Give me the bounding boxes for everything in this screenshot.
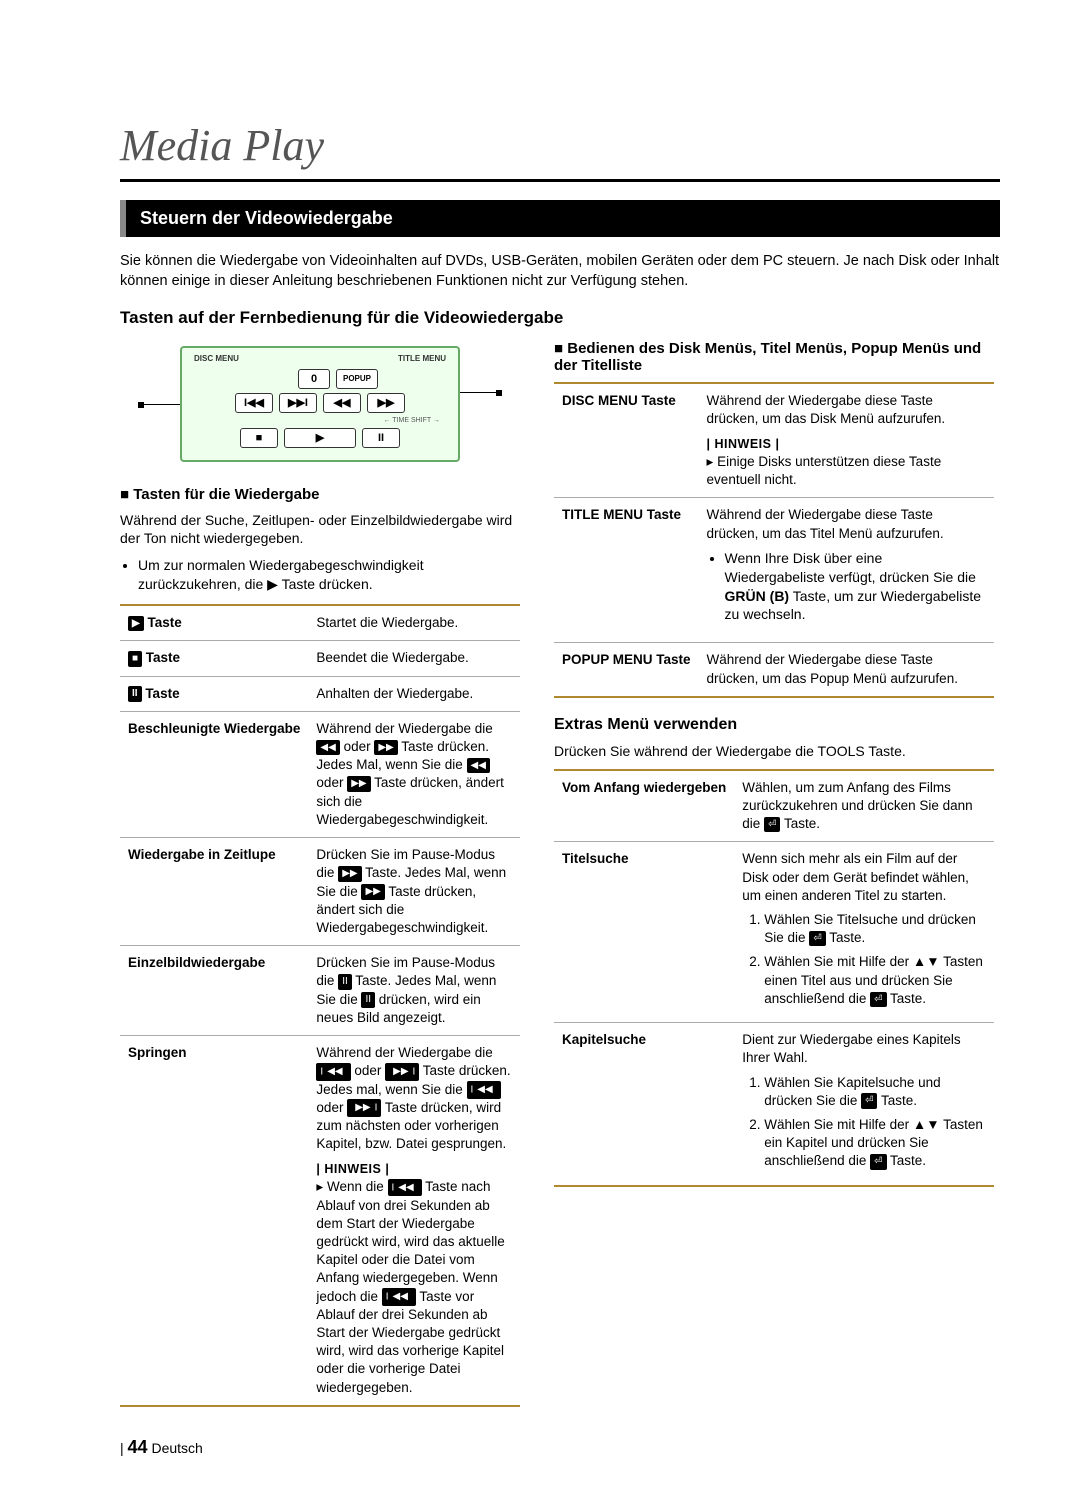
remote-graphic: DISC MENU TITLE MENU 0 POPUP I◀◀ ▶▶I ◀◀ …	[180, 346, 460, 462]
table-row-head: DISC MENU Taste	[554, 383, 699, 498]
left-column: DISC MENU TITLE MENU 0 POPUP I◀◀ ▶▶I ◀◀ …	[120, 340, 520, 1407]
intro-paragraph: Sie können die Wiedergabe von Videoinhal…	[120, 251, 1000, 292]
table-row-desc: Dient zur Wiedergabe eines Kapitels Ihre…	[734, 1023, 994, 1186]
remote-btn-fwd: ▶▶	[367, 393, 405, 413]
right-table: DISC MENU TasteWährend der Wiedergabe di…	[554, 382, 994, 698]
subsection-title: Tasten auf der Fernbedienung für die Vid…	[120, 308, 1000, 328]
extras-title: Extras Menü verwenden	[554, 716, 994, 734]
table-row-head: Vom Anfang wiedergeben	[554, 770, 734, 842]
left-bullet-list: Um zur normalen Wiedergabegeschwindigkei…	[120, 556, 520, 594]
section-bar: Steuern der Videowiedergabe	[120, 200, 1000, 237]
left-table: ▶ TasteStartet die Wiedergabe.■ TasteBee…	[120, 604, 520, 1407]
table-row-head: Einzelbildwiedergabe	[120, 946, 308, 1036]
remote-label-title: TITLE MENU	[398, 354, 446, 363]
table-row-head: ▶ Taste	[120, 605, 308, 641]
table-row-desc: Beendet die Wiedergabe.	[308, 641, 520, 676]
table-row-desc: Drücken Sie im Pause-Modus die ▶▶ Taste.…	[308, 838, 520, 946]
left-para: Während der Suche, Zeitlupen- oder Einze…	[120, 511, 520, 549]
table-row-desc: Wenn sich mehr als ein Film auf der Disk…	[734, 842, 994, 1023]
left-heading: Tasten für die Wiedergabe	[120, 486, 520, 503]
table-row-head: TITLE MENU Taste	[554, 498, 699, 643]
table-row-desc: Während der Wiedergabe die ◀◀ oder ▶▶ Ta…	[308, 711, 520, 837]
table-row-head: ■ Taste	[120, 641, 308, 676]
left-bullet: Um zur normalen Wiedergabegeschwindigkei…	[138, 556, 520, 594]
remote-btn-stop: ■	[240, 428, 278, 448]
right-heading: Bedienen des Disk Menüs, Titel Menüs, Po…	[554, 340, 994, 374]
two-columns: DISC MENU TITLE MENU 0 POPUP I◀◀ ▶▶I ◀◀ …	[120, 340, 1000, 1407]
table-row-head: II Taste	[120, 676, 308, 711]
table-row-head: Titelsuche	[554, 842, 734, 1023]
remote-timeshift-label: ← TIME SHIFT →	[190, 417, 450, 424]
table-row-desc: Während der Wiedergabe diese Taste drück…	[699, 498, 994, 643]
page-number: 44	[128, 1437, 148, 1457]
table-row-desc: Anhalten der Wiedergabe.	[308, 676, 520, 711]
table-row-head: Kapitelsuche	[554, 1023, 734, 1186]
table-row-desc: Während der Wiedergabe die I◀◀ oder ▶▶I …	[308, 1036, 520, 1406]
remote-btn-next: ▶▶I	[279, 393, 317, 413]
remote-btn-pause: II	[362, 428, 400, 448]
right-column: Bedienen des Disk Menüs, Titel Menüs, Po…	[554, 340, 994, 1187]
table-row-desc: Wählen, um zum Anfang des Films zurückzu…	[734, 770, 994, 842]
extras-intro: Drücken Sie während der Wiedergabe die T…	[554, 742, 994, 761]
chapter-title: Media Play	[120, 120, 1000, 182]
page-lang: Deutsch	[151, 1440, 202, 1456]
remote-btn-prev: I◀◀	[235, 393, 273, 413]
remote-btn-rew: ◀◀	[323, 393, 361, 413]
remote-label-disc: DISC MENU	[194, 354, 239, 363]
table-row-desc: Startet die Wiedergabe.	[308, 605, 520, 641]
table-row-desc: Während der Wiedergabe diese Taste drück…	[699, 643, 994, 697]
remote-btn-popup: POPUP	[336, 369, 378, 389]
remote-btn-play: ▶	[284, 428, 356, 448]
table-row-desc: Drücken Sie im Pause-Modus die II Taste.…	[308, 946, 520, 1036]
remote-btn-0: 0	[298, 369, 330, 389]
page: Media Play Steuern der Videowiedergabe S…	[0, 0, 1080, 1498]
table-row-head: Wiedergabe in Zeitlupe	[120, 838, 308, 946]
table-row-head: POPUP MENU Taste	[554, 643, 699, 697]
table-row-head: Springen	[120, 1036, 308, 1406]
extras-table: Vom Anfang wiedergebenWählen, um zum Anf…	[554, 769, 994, 1187]
page-footer: | 44 Deutsch	[120, 1437, 1000, 1458]
table-row-desc: Während der Wiedergabe diese Taste drück…	[699, 383, 994, 498]
table-row-head: Beschleunigte Wiedergabe	[120, 711, 308, 837]
